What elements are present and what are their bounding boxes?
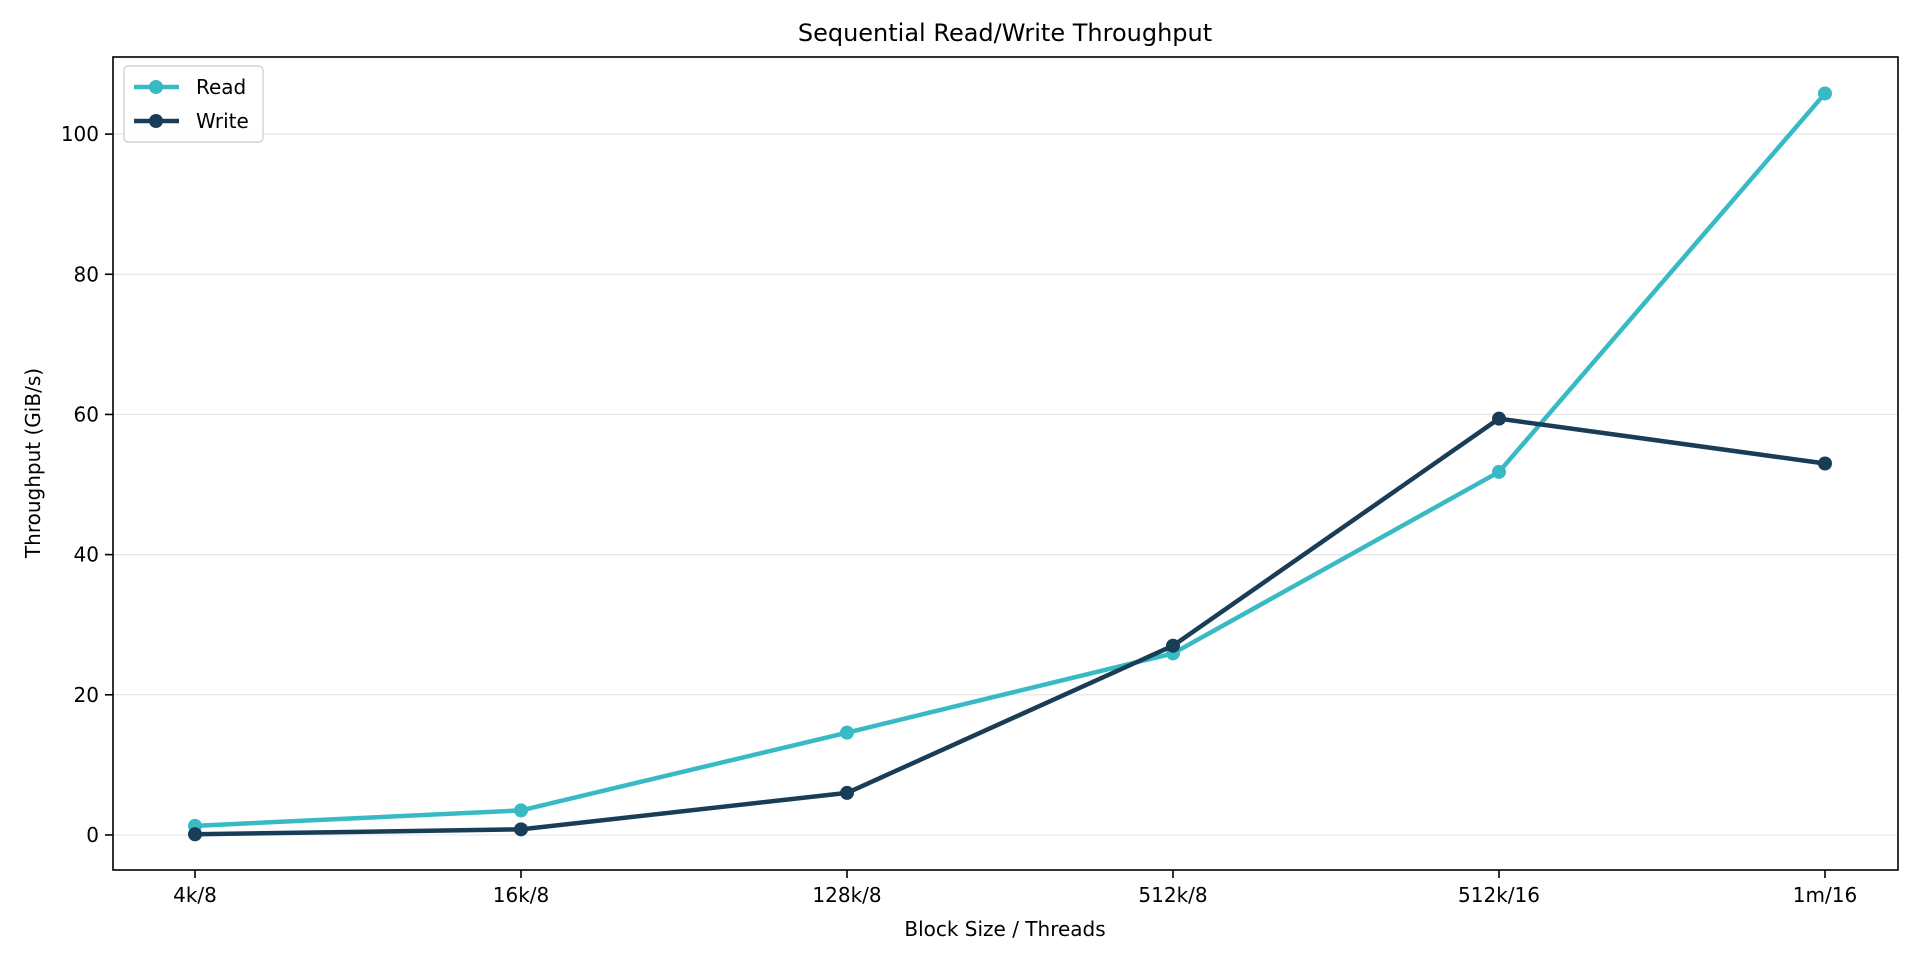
legend-label-write: Write	[196, 109, 249, 133]
chart-title: Sequential Read/Write Throughput	[798, 19, 1212, 47]
data-point-write	[188, 827, 202, 842]
legend-marker-write	[149, 114, 163, 128]
y-tick-label: 40	[74, 543, 99, 567]
data-point-read	[1492, 464, 1506, 479]
data-point-write	[1818, 456, 1832, 471]
x-tick-label: 512k/8	[1138, 883, 1207, 907]
data-point-write	[840, 785, 854, 800]
data-point-write	[1492, 411, 1506, 426]
x-tick-label: 128k/8	[812, 883, 881, 907]
series-layer	[188, 86, 1832, 842]
legend: Read Write	[123, 65, 264, 143]
y-axis-label: Throughput (GiB/s)	[21, 368, 45, 559]
series-line-read	[192, 91, 1828, 829]
legend-item-write: Write	[134, 109, 249, 133]
x-tick-label: 4k/8	[173, 883, 217, 907]
legend-marker-read	[149, 80, 163, 94]
y-axis-ticks: 0 20 40 60 80 100	[61, 122, 113, 847]
y-tick-label: 60	[74, 402, 99, 426]
x-tick-label: 16k/8	[493, 883, 550, 907]
plot-frame	[112, 56, 1899, 871]
x-axis-ticks: 4k/8 16k/8 128k/8 512k/8 512k/16 1m/16	[173, 870, 1857, 907]
x-tick-label: 512k/16	[1458, 883, 1540, 907]
data-point-write	[1166, 638, 1180, 653]
data-point-read	[514, 803, 528, 818]
series-write	[188, 411, 1832, 842]
y-tick-label: 100	[61, 122, 99, 146]
series-line-write	[192, 416, 1828, 837]
legend-item-read: Read	[134, 75, 246, 99]
data-point-write	[514, 822, 528, 837]
y-tick-label: 80	[74, 262, 99, 286]
data-point-read	[1818, 86, 1832, 101]
y-tick-label: 20	[74, 683, 99, 707]
data-point-read	[840, 725, 854, 740]
x-tick-label: 1m/16	[1793, 883, 1857, 907]
legend-label-read: Read	[196, 75, 246, 99]
grid-lines	[113, 133, 1898, 836]
x-axis-label: Block Size / Threads	[904, 917, 1105, 941]
y-tick-label: 0	[86, 823, 99, 847]
